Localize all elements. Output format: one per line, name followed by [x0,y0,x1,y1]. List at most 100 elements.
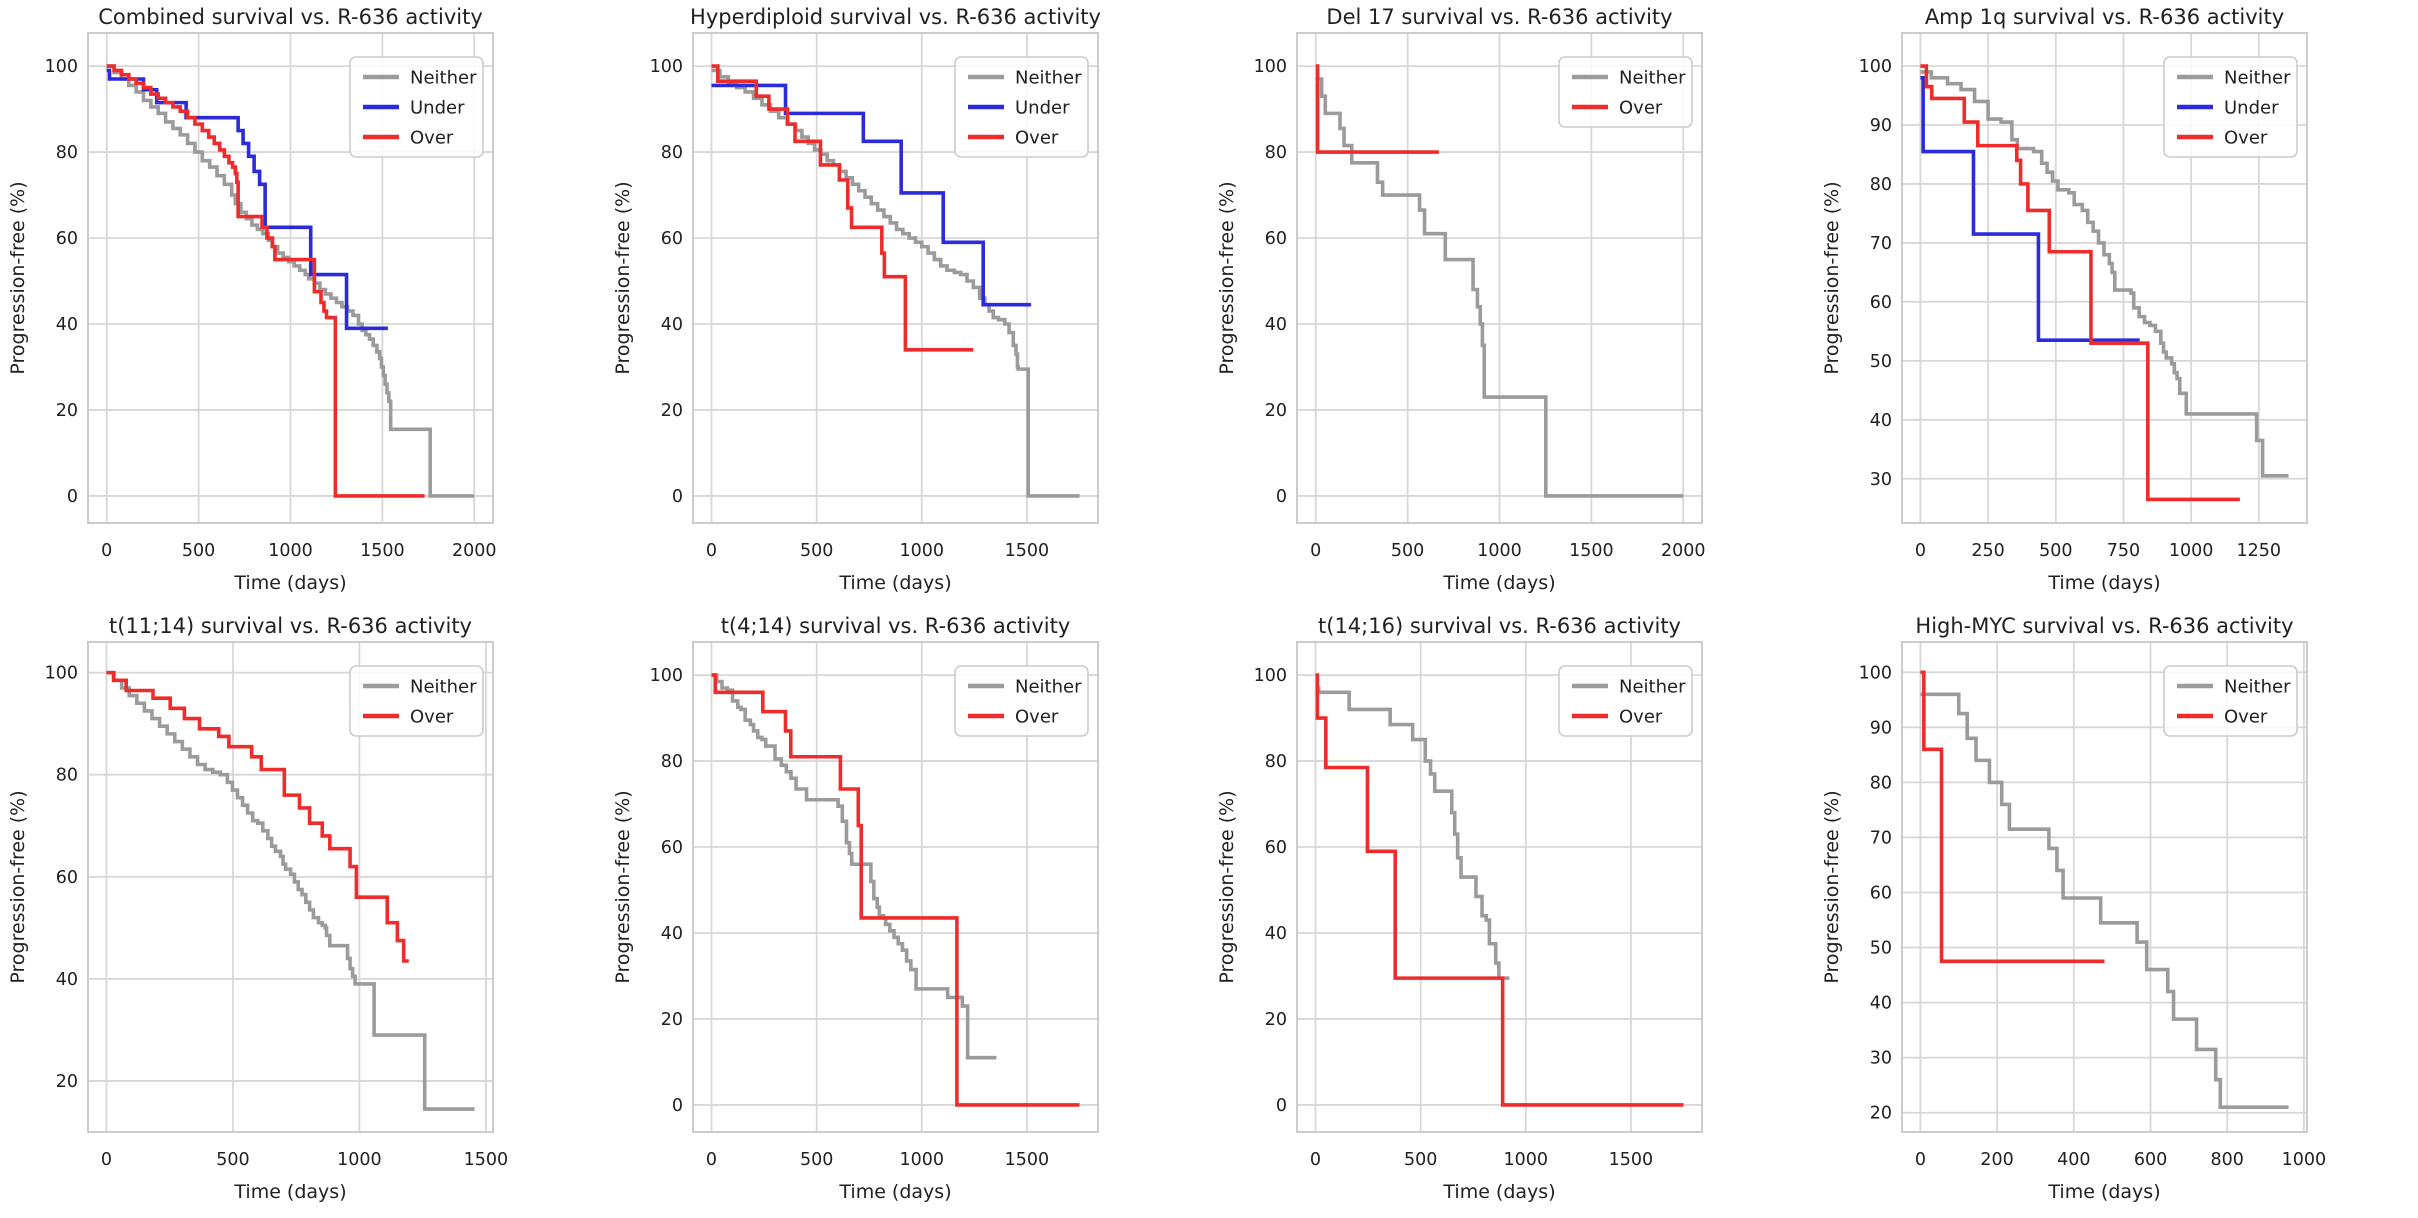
plot-border [1296,32,1703,524]
x-tick-label: 500 [1404,1150,1437,1170]
x-tick-label: 0 [1914,541,1925,561]
y-tick-label: 40 [56,315,78,335]
plot-border [1900,32,2308,524]
chart-title: Combined survival vs. R-636 activity [98,5,483,29]
x-tick-label: 1000 [899,1150,944,1170]
legend-label-neither: Neither [1015,677,1082,698]
series-lines [711,64,1079,498]
x-axis-label: Time (days) [233,1181,346,1203]
plot-border [691,32,1099,524]
chart-title: t(14;16) survival vs. R-636 activity [1318,614,1681,638]
plot-border [691,641,1099,1133]
x-tick-label: 1000 [337,1150,382,1170]
x-tick-label: 400 [2057,1150,2090,1170]
y-tick-label: 20 [56,401,78,421]
x-tick-label: 1500 [1004,1150,1049,1170]
legend-label-over: Over [410,128,454,149]
series-over [1315,64,1439,154]
x-tick-label: 750 [2106,541,2139,561]
y-tick-label: 0 [671,1096,682,1116]
y-tick-label: 0 [1276,487,1287,507]
legend: Neither Over [1558,665,1693,737]
series-over [106,670,409,963]
y-tick-label: 90 [1869,718,1891,738]
x-tick-label: 250 [1971,541,2004,561]
legend-label-neither: Neither [1619,68,1686,89]
y-axis-label: Progression-free (%) [1216,181,1238,374]
y-tick-label: 80 [56,143,78,163]
y-tick-label: 80 [1869,175,1891,195]
plot-border [1296,641,1703,1133]
legend-label-over: Over [410,707,454,728]
y-tick-label: 20 [1265,401,1287,421]
y-axis-label: Progression-free (%) [1821,181,1843,374]
series-neither [1919,692,2289,1110]
y-tick-label: 100 [649,57,682,77]
y-tick-label: 100 [1858,57,1891,77]
series-neither [106,64,475,498]
y-tick-label: 100 [45,57,78,77]
x-tick-label: 0 [101,1150,112,1170]
legend-box [953,56,1089,158]
y-tick-label: 80 [1265,752,1287,772]
legend: Neither Over [349,665,484,737]
x-tick-label: 0 [1914,1150,1925,1170]
subplot-4: 30 40 50 60 70 80 90 100 0 250 500 750 1000 1250 Amp 1… [1814,0,2418,609]
x-axis-label: Time (days) [233,572,346,594]
x-tick-label: 1000 [1477,541,1522,561]
legend-label-over: Over [1015,707,1059,728]
x-tick-label: 1000 [1504,1150,1549,1170]
plot-border [87,32,494,524]
y-tick-label: 40 [1869,994,1891,1014]
subplot-5: 20 40 60 80 100 0 500 1000 1500 t(11;14) survival… [0,609,605,1218]
y-tick-label: 60 [1869,884,1891,904]
y-axis-label: Progression-free (%) [1216,790,1238,983]
legend-label-under: Under [1015,98,1070,119]
legend: Neither Under Over [349,56,484,158]
y-tick-label: 60 [56,868,78,888]
chart-title: t(11;14) survival vs. R-636 activity [109,614,472,638]
x-tick-label: 1000 [899,541,944,561]
legend: Neither Over [953,665,1089,737]
subplot-1: 0 20 40 60 80 100 0 500 1000 1500 2000 Combined sur… [0,0,605,609]
legend-label-over: Over [2224,707,2268,728]
y-tick-label: 30 [1869,470,1891,490]
series-over [1919,64,2240,502]
y-tick-label: 50 [1869,939,1891,959]
legend-box [2162,665,2298,737]
chart-title: t(4;14) survival vs. R-636 activity [720,614,1070,638]
y-tick-label: 100 [649,666,682,686]
series-under [106,68,388,331]
y-tick-label: 60 [660,229,682,249]
subplot-6: 0 20 40 60 80 100 0 500 1000 1500 t(4;14) survival… [605,609,1210,1218]
y-tick-label: 0 [67,487,78,507]
y-tick-label: 60 [660,838,682,858]
legend-label-neither: Neither [2224,68,2291,89]
y-tick-label: 60 [1265,838,1287,858]
y-tick-label: 80 [56,766,78,786]
x-tick-label: 0 [1310,541,1321,561]
x-tick-label: 200 [1980,1150,2013,1170]
legend-box [1558,56,1693,128]
series-neither [106,670,475,1111]
y-axis-label: Progression-free (%) [612,790,634,983]
series-under [1919,76,2140,343]
y-tick-label: 80 [1265,143,1287,163]
y-tick-label: 90 [1869,116,1891,136]
y-tick-label: 50 [1869,352,1891,372]
y-tick-label: 20 [1265,1010,1287,1030]
legend-label-neither: Neither [410,68,477,89]
y-tick-label: 60 [56,229,78,249]
y-tick-label: 40 [1265,924,1287,944]
chart-title: Del 17 survival vs. R-636 activity [1326,5,1672,29]
y-tick-label: 0 [671,487,682,507]
legend-label-under: Under [2224,98,2279,119]
series-neither [711,673,996,1060]
x-tick-label: 1000 [2281,1150,2326,1170]
series-over [711,64,973,352]
x-tick-label: 500 [799,541,832,561]
y-tick-label: 80 [660,752,682,772]
